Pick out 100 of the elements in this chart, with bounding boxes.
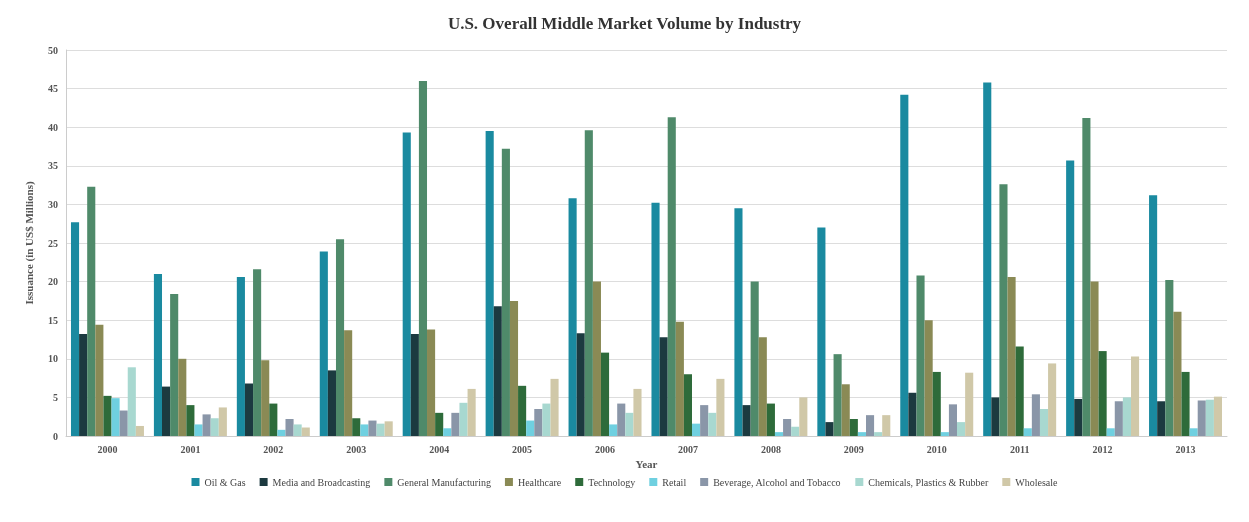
bar (1090, 281, 1099, 436)
bar (285, 419, 294, 436)
bar (592, 281, 601, 436)
bar (940, 432, 949, 436)
bar (459, 402, 468, 436)
y-tick-label: 10 (48, 353, 58, 365)
bar (625, 412, 634, 436)
x-tick-label: 2003 (346, 443, 367, 455)
bar (202, 414, 211, 436)
legend-label: Media and Broadcasting (272, 476, 371, 488)
bar (651, 202, 660, 436)
bar (576, 333, 585, 436)
bar (87, 186, 96, 436)
bar (319, 251, 328, 436)
bar (327, 370, 336, 436)
bar (501, 148, 510, 436)
bar (1039, 408, 1049, 436)
bar (865, 415, 875, 436)
bar (932, 371, 941, 436)
x-tick-label: 2012 (1092, 443, 1113, 455)
bar (210, 418, 219, 436)
bar (600, 352, 610, 436)
bar (79, 334, 88, 436)
bar (509, 300, 519, 436)
bar (991, 397, 1000, 436)
bar (269, 403, 278, 436)
x-tick-label: 2009 (843, 443, 864, 455)
bar (162, 386, 171, 436)
bar (261, 360, 270, 436)
bar (849, 419, 858, 436)
bar (427, 329, 436, 436)
y-tick-label: 25 (48, 237, 58, 249)
bar (368, 420, 377, 436)
x-tick-label: 2001 (180, 443, 201, 455)
bar (1149, 195, 1158, 436)
legend-label: General Manufacturing (397, 476, 491, 488)
legend-label: Wholesale (1015, 476, 1059, 488)
bar (170, 293, 179, 436)
x-tick-label: 2013 (1175, 443, 1196, 455)
bar (774, 432, 784, 436)
bar (186, 405, 195, 436)
bar (1122, 397, 1131, 436)
bar (402, 132, 411, 436)
bar (617, 403, 626, 436)
bar (244, 383, 254, 436)
legend-label: Chemicals, Plastics & Rubber (868, 476, 989, 488)
y-tick-label: 40 (48, 121, 58, 133)
x-tick-label: 2010 (926, 443, 947, 455)
bar (783, 419, 792, 436)
bar (817, 227, 826, 436)
x-tick-label: 2005 (512, 443, 533, 455)
bar (734, 208, 743, 436)
bar (750, 281, 759, 436)
bar (609, 424, 618, 436)
bar (1098, 351, 1107, 436)
x-tick-label: 2008 (760, 443, 781, 455)
bar (683, 374, 693, 436)
bar (119, 410, 128, 436)
y-tick-label: 35 (48, 160, 58, 172)
x-tick-label: 2007 (677, 443, 698, 455)
bar (1007, 276, 1016, 436)
bar (633, 388, 642, 436)
x-tick-label: 2002 (263, 443, 284, 455)
bar (916, 275, 925, 436)
bar (236, 276, 245, 436)
bar (153, 273, 163, 436)
bar (1066, 160, 1075, 436)
bar (1031, 394, 1040, 436)
chart-title: U.S. Overall Middle Market Volume by Industry (447, 14, 802, 33)
bar (957, 422, 966, 436)
x-axis-title: Year (635, 458, 658, 471)
bar (352, 418, 361, 436)
bar (874, 432, 883, 436)
bar (667, 117, 676, 436)
bar (493, 306, 502, 436)
bar (1181, 371, 1190, 436)
bar (900, 94, 909, 436)
bar (218, 407, 227, 436)
bar (1023, 428, 1032, 436)
bar (791, 426, 800, 436)
bar (485, 131, 494, 436)
bar (344, 330, 353, 436)
bar (1165, 280, 1174, 436)
bar (1213, 396, 1223, 436)
bar (1114, 401, 1123, 436)
bar (1082, 117, 1091, 436)
legend-label: Technology (588, 476, 636, 488)
bar (692, 423, 701, 436)
bar (758, 337, 767, 436)
bar (766, 403, 775, 436)
bar (550, 378, 559, 436)
bar (1173, 311, 1182, 436)
bar (1130, 356, 1140, 436)
bar (410, 334, 419, 436)
bar (1205, 399, 1214, 436)
x-tick-label: 2006 (595, 443, 616, 455)
bar (908, 392, 917, 436)
bar (376, 423, 385, 436)
bar (178, 358, 187, 436)
bar (1157, 401, 1166, 436)
